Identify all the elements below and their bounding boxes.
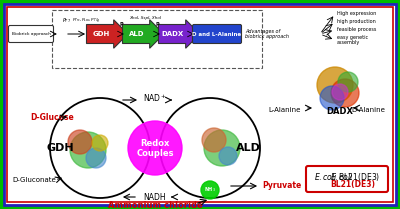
FancyBboxPatch shape (52, 10, 262, 68)
Text: D-Glucose: D-Glucose (30, 113, 74, 122)
Text: Ammonium chloride: Ammonium chloride (108, 200, 202, 209)
Circle shape (201, 181, 219, 199)
Circle shape (219, 147, 237, 165)
FancyBboxPatch shape (158, 20, 200, 48)
Text: Advantages of
biobrick approach: Advantages of biobrick approach (245, 29, 289, 40)
Text: D-Gluconate: D-Gluconate (12, 177, 56, 183)
Text: Biobrick approach: Biobrick approach (12, 33, 50, 37)
Text: GDH: GDH (46, 143, 74, 153)
Text: NH$_3$: NH$_3$ (204, 186, 216, 194)
FancyBboxPatch shape (192, 24, 242, 43)
Text: DADX: DADX (162, 32, 184, 37)
Text: GDH: GDH (92, 32, 110, 37)
Text: Pyruvate: Pyruvate (262, 181, 301, 190)
Text: NAD$^+$: NAD$^+$ (143, 92, 167, 104)
Text: DADX: DADX (326, 107, 354, 116)
FancyBboxPatch shape (306, 166, 388, 192)
Circle shape (332, 84, 348, 100)
Text: $P_{Trc}, P_{Lac}, P_{T4g}$: $P_{Trc}, P_{Lac}, P_{T4g}$ (72, 16, 101, 25)
Circle shape (317, 67, 353, 103)
FancyBboxPatch shape (122, 20, 164, 48)
Circle shape (70, 132, 106, 168)
Text: Couples: Couples (136, 149, 174, 158)
FancyBboxPatch shape (4, 4, 396, 205)
Text: L-Alanine: L-Alanine (269, 107, 301, 113)
Text: P: P (119, 22, 123, 27)
Text: BL21(DE3): BL21(DE3) (330, 180, 375, 189)
Text: $P_{T7}$: $P_{T7}$ (62, 16, 71, 25)
Text: Redox: Redox (140, 139, 170, 149)
Text: feasible process: feasible process (337, 28, 376, 33)
Circle shape (68, 130, 92, 154)
Text: D and L-Alanine: D and L-Alanine (192, 32, 242, 37)
Circle shape (320, 86, 344, 110)
FancyBboxPatch shape (8, 25, 54, 42)
Text: NADH: NADH (144, 194, 166, 203)
FancyBboxPatch shape (86, 20, 128, 48)
Circle shape (128, 121, 182, 175)
Circle shape (338, 72, 358, 92)
Text: D-Alanine: D-Alanine (351, 107, 385, 113)
Circle shape (92, 135, 108, 151)
Circle shape (204, 130, 240, 166)
Text: P: P (155, 22, 159, 27)
Text: ALD: ALD (236, 143, 260, 153)
Circle shape (202, 128, 226, 152)
Text: ALD: ALD (129, 32, 145, 37)
Text: easy genetic
assembly: easy genetic assembly (337, 35, 368, 45)
Text: $\it{E. coli}$: $\it{E. coli}$ (330, 172, 354, 182)
Text: high production: high production (337, 19, 376, 24)
Circle shape (86, 148, 106, 168)
Circle shape (331, 79, 359, 107)
Text: XhoI, SspI, XhoI: XhoI, SspI, XhoI (129, 16, 161, 20)
Text: $\it{E. coli}$ BL21(DE3): $\it{E. coli}$ BL21(DE3) (314, 171, 380, 183)
Text: High expression: High expression (337, 11, 376, 17)
